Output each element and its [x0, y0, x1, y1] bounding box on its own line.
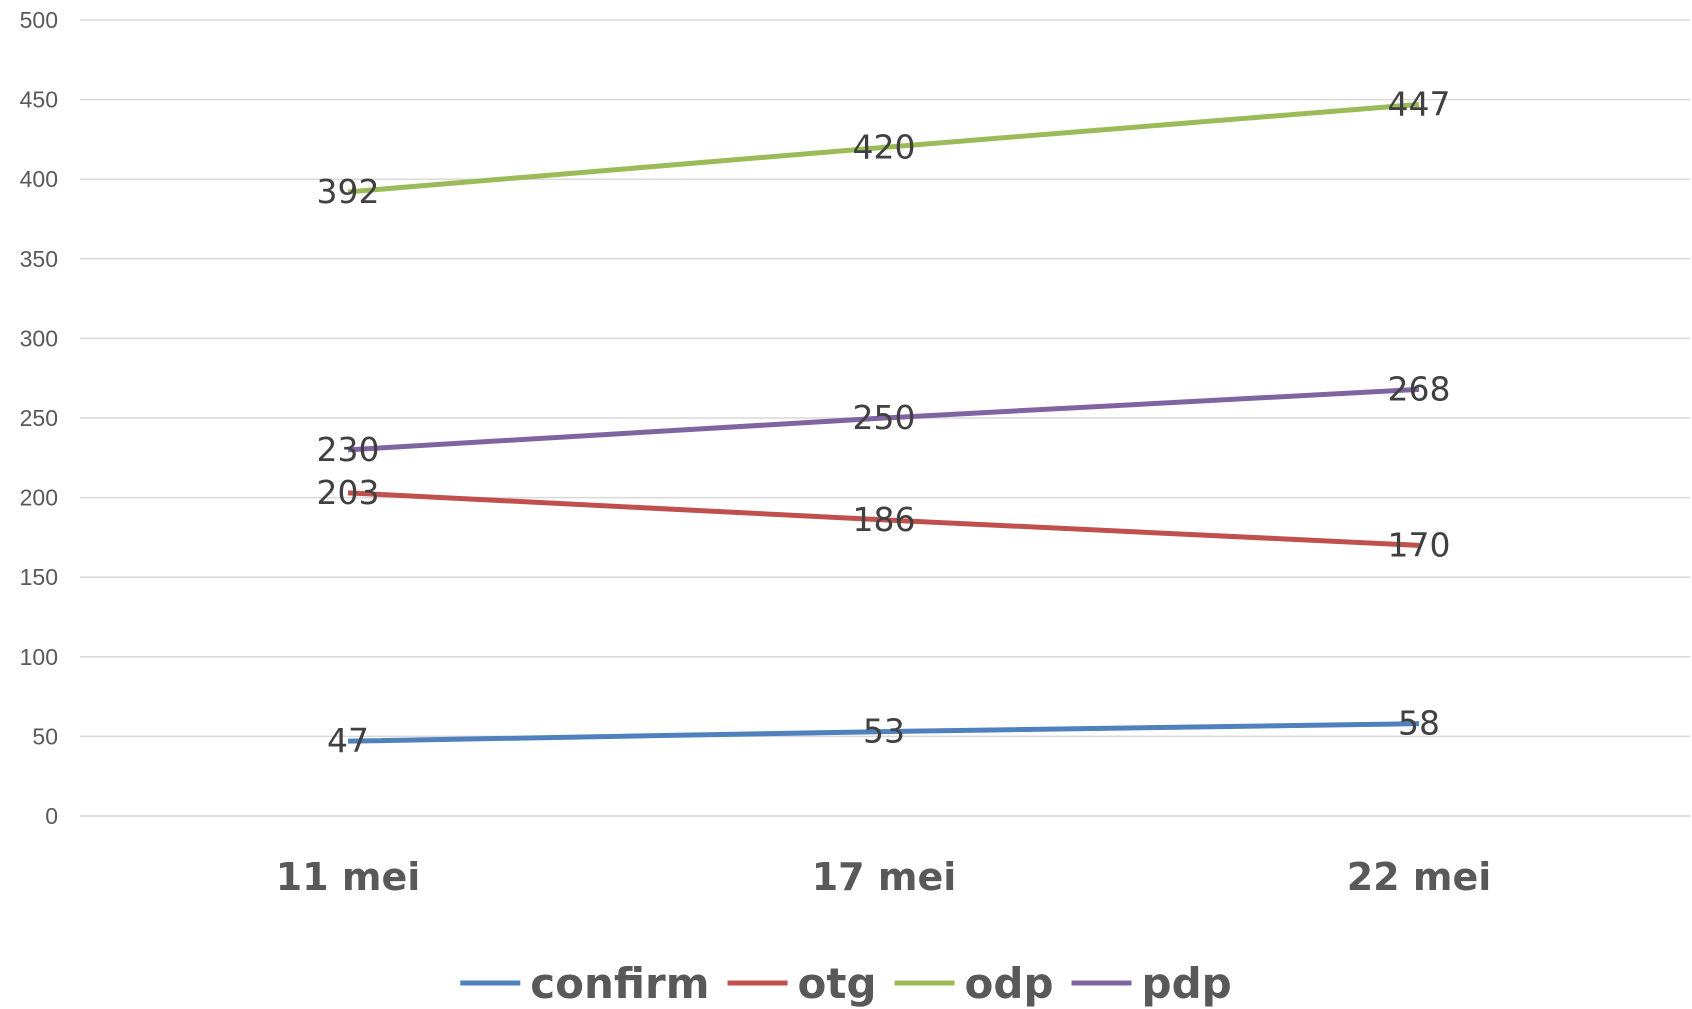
y-tick-label: 400 [20, 166, 58, 192]
data-label-otg: 186 [853, 500, 916, 539]
legend-label-odp: odp [965, 959, 1054, 1008]
y-tick-label: 450 [20, 87, 58, 113]
y-tick-label: 350 [20, 246, 58, 272]
legend-item-odp: odp [894, 959, 1054, 1008]
data-label-confirm: 58 [1398, 704, 1440, 743]
y-tick-label: 100 [20, 644, 58, 670]
legend: confirm otg odp pdp [460, 959, 1232, 1008]
y-tick-label: 200 [20, 485, 58, 511]
y-tick-label: 300 [20, 325, 58, 351]
data-label-pdp: 268 [1388, 369, 1451, 408]
x-tick-label: 22 mei [1347, 855, 1492, 899]
x-axis-category-labels: 11 mei 17 mei 22 mei [276, 855, 1492, 899]
y-tick-label: 250 [20, 405, 58, 431]
data-label-confirm: 47 [327, 721, 369, 760]
legend-item-pdp: pdp [1071, 959, 1232, 1008]
x-tick-label: 11 mei [276, 855, 421, 899]
legend-item-confirm: confirm [460, 959, 710, 1008]
legend-item-otg: otg [727, 959, 877, 1008]
data-label-pdp: 250 [853, 398, 916, 437]
series-line-pdp [347, 386, 1420, 453]
legend-label-confirm: confirm [530, 959, 709, 1008]
series-lines [347, 101, 1420, 744]
data-label-confirm: 53 [863, 712, 905, 751]
data-label-odp: 447 [1388, 84, 1451, 123]
data-label-odp: 420 [853, 127, 916, 166]
x-tick-label: 17 mei [812, 855, 957, 899]
y-tick-label: 50 [32, 723, 58, 749]
y-tick-label: 500 [20, 7, 58, 33]
legend-label-otg: otg [798, 959, 877, 1008]
data-label-odp: 392 [317, 172, 380, 211]
y-tick-label: 150 [20, 564, 58, 590]
data-label-pdp: 230 [317, 430, 380, 469]
data-label-otg: 203 [317, 473, 380, 512]
series-line-odp [347, 101, 1420, 195]
data-label-otg: 170 [1388, 525, 1451, 564]
series-line-confirm [347, 721, 1420, 744]
series-line-otg [347, 490, 1420, 548]
y-tick-label: 0 [45, 803, 58, 829]
y-axis-tick-labels: 0 50 100 150 200 250 300 350 400 450 500 [20, 7, 58, 829]
data-labels: 47 53 58 203 186 170 392 420 447 230 250 268 [317, 84, 1451, 760]
legend-label-pdp: pdp [1142, 959, 1232, 1008]
